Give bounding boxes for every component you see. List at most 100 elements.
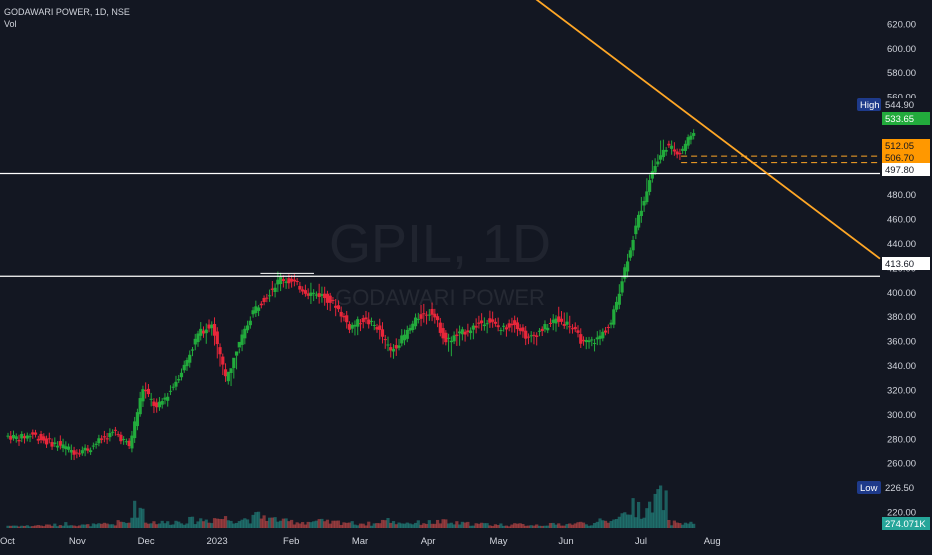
volume-bar [245, 519, 250, 528]
candle-body [273, 287, 277, 293]
candle-body [342, 316, 346, 318]
candle-body [449, 340, 453, 343]
time-tick-label: Oct [0, 536, 15, 547]
time-tick-label: Feb [283, 536, 299, 547]
volume-bar [367, 521, 371, 528]
candle-body [458, 331, 462, 334]
volume-bar [188, 516, 192, 528]
candle-body [466, 330, 470, 333]
volume-bar [31, 526, 35, 528]
candle-body [80, 450, 84, 454]
candle-body [648, 180, 652, 192]
volume-bar [281, 518, 285, 528]
candle-body [232, 357, 236, 369]
watermark-layer: GPIL, 1D GODAWARI POWER [329, 214, 551, 310]
volume-bar [14, 525, 18, 528]
time-axis[interactable]: Oct Nov Dec 2023 Feb Mar Apr May Jun Jul Aug [0, 536, 721, 547]
candle-body [350, 324, 354, 329]
volume-bar [6, 525, 10, 528]
volume-bar [94, 524, 98, 528]
candle-body [422, 313, 426, 315]
candle-body [598, 335, 602, 339]
candle-body [240, 334, 244, 345]
candle-body [320, 294, 324, 296]
time-tick-label: Aug [704, 536, 721, 547]
volume-bar [689, 521, 693, 528]
price-label: Low [860, 483, 878, 494]
price-label: 226.50 [885, 483, 914, 494]
candle-body [529, 335, 533, 337]
candle-body [75, 452, 79, 454]
volume-bar [138, 507, 142, 528]
candle-body [477, 322, 481, 324]
volume-bar [61, 525, 65, 528]
volume-bar [113, 525, 117, 528]
candle-body [634, 225, 638, 235]
volume-bar [229, 520, 233, 528]
volume-bar [455, 521, 459, 528]
candle-body [28, 436, 32, 438]
volume-bar [642, 517, 646, 528]
candle-body [584, 340, 588, 343]
candle-body [383, 339, 387, 341]
candle-body [521, 327, 525, 332]
time-tick-label: Dec [138, 536, 155, 547]
candle-body [279, 276, 283, 284]
volume-bar [623, 512, 627, 528]
candle-body [402, 334, 407, 341]
candle-body [160, 400, 164, 405]
candle-body [265, 297, 269, 299]
drawings-layer [0, 0, 881, 277]
symbol-title[interactable]: GODAWARI POWER, 1D, NSE [4, 7, 130, 17]
volume-bar [201, 521, 206, 528]
volume-bar [295, 522, 299, 528]
candle-body [94, 443, 98, 445]
volume-bar [20, 525, 24, 528]
candle-body [20, 433, 24, 439]
price-axis[interactable]: 220.00240.00260.00280.00300.00320.00340.… [857, 19, 930, 530]
volume-bar [502, 525, 506, 528]
candle-body [66, 446, 71, 450]
volume-bar [518, 523, 522, 528]
candle-body [504, 327, 509, 330]
candle-body [119, 434, 123, 442]
volume-bar [91, 523, 95, 528]
volume-bar [391, 521, 396, 528]
volume-bar [510, 524, 514, 528]
volume-bar [419, 524, 423, 528]
volume-legend[interactable]: Vol [4, 19, 17, 29]
candle-body [650, 171, 654, 179]
candle-body [667, 143, 671, 146]
volume-bar [50, 525, 54, 528]
candle-body [86, 448, 90, 451]
candle-body [543, 324, 547, 330]
volume-bar [22, 525, 27, 528]
candle-body [579, 334, 583, 344]
candle-body [430, 308, 434, 315]
volume-bar [83, 524, 87, 528]
volume-bar [270, 517, 274, 528]
price-label-box [882, 151, 930, 164]
candle-body [515, 322, 520, 330]
candle-body [221, 356, 225, 365]
volume-bar [122, 522, 126, 528]
candle-body [234, 351, 239, 356]
candle-body [419, 314, 423, 319]
candle-body [592, 342, 597, 344]
volume-bar [141, 508, 145, 528]
volume-bar [562, 525, 566, 528]
volume-bar [587, 525, 591, 528]
candle-body [507, 323, 511, 328]
volume-bar [386, 517, 390, 528]
candle-body [108, 433, 112, 438]
candle-body [91, 445, 95, 447]
volume-bar [243, 518, 247, 528]
candle-body [526, 336, 531, 338]
trendline [535, 0, 881, 260]
volume-bar [358, 523, 363, 528]
candle-body [72, 450, 76, 455]
candle-body [42, 436, 46, 441]
price-tick-label: 360.00 [887, 337, 916, 348]
